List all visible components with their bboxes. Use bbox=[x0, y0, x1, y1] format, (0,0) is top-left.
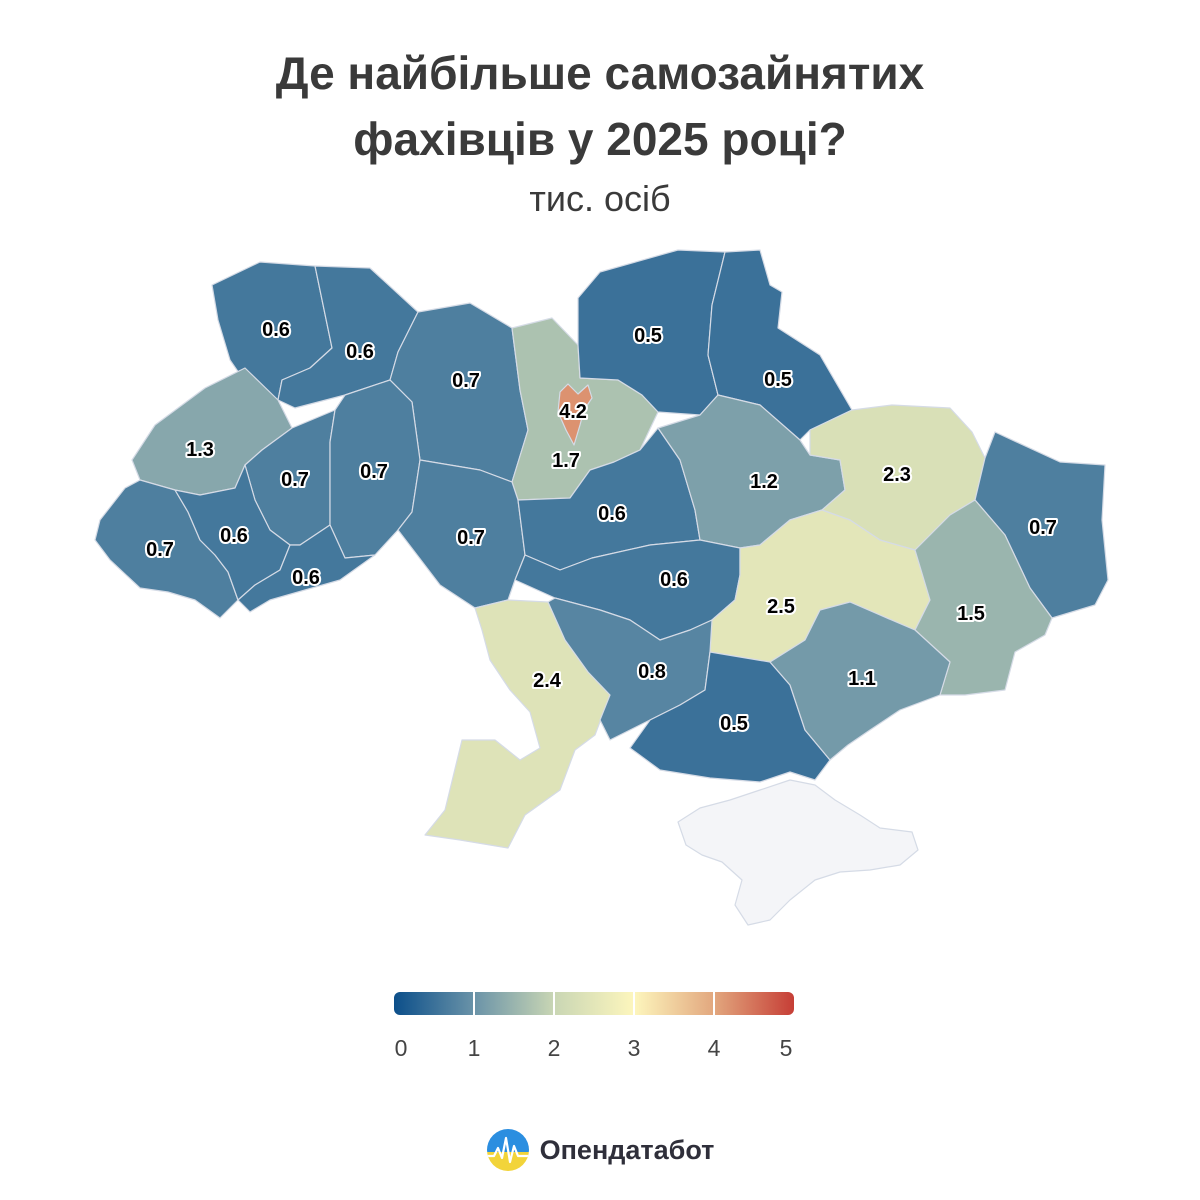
legend-tick: 1 bbox=[468, 1035, 481, 1061]
legend-tick: 4 bbox=[708, 1035, 721, 1061]
regions-layer bbox=[94, 249, 1109, 849]
label-zaporizhzhia: 1.1 bbox=[848, 668, 876, 690]
legend-tick: 2 bbox=[548, 1035, 561, 1061]
legend-tick: 5 bbox=[780, 1035, 793, 1061]
region-rivne bbox=[277, 265, 419, 409]
label-zhytomyr: 0.7 bbox=[452, 370, 480, 392]
label-luhansk: 0.7 bbox=[1029, 517, 1057, 539]
page-subtitle: тис. осіб bbox=[529, 178, 671, 219]
label-volyn: 0.6 bbox=[262, 319, 290, 341]
title-line-2: фахівців у 2025 році? bbox=[353, 113, 847, 165]
brand-name: Опендатабот bbox=[539, 1134, 715, 1165]
label-sumy: 0.5 bbox=[764, 369, 792, 391]
page-title: Де найбільше самозайнятих фахівців у 202… bbox=[0, 40, 1200, 172]
region-vinnytsia bbox=[397, 459, 526, 609]
legend-bar bbox=[394, 992, 794, 1015]
label-chernivtsi: 0.6 bbox=[292, 567, 320, 589]
label-cherkasy: 0.6 bbox=[598, 503, 626, 525]
label-khmelnytskyi: 0.7 bbox=[360, 461, 388, 483]
label-kyiv-oblast: 1.7 bbox=[552, 450, 580, 472]
label-ternopil: 0.7 bbox=[281, 469, 309, 491]
region-crimea bbox=[677, 779, 919, 926]
label-lviv: 1.3 bbox=[186, 439, 214, 461]
label-zakarpattia: 0.7 bbox=[146, 539, 174, 561]
region-chernivtsi bbox=[237, 524, 376, 613]
label-dnipropetrovsk: 2.5 bbox=[767, 596, 795, 618]
label-kharkiv: 2.3 bbox=[883, 464, 911, 486]
label-kyiv-city: 4.2 bbox=[559, 401, 587, 423]
title-line-1: Де найбільше самозайнятих bbox=[275, 47, 925, 99]
label-vinnytsia: 0.7 bbox=[457, 527, 485, 549]
region-labels: 0.6 0.6 0.7 0.5 0.5 4.2 1.7 1.3 0.7 0.7 … bbox=[144, 317, 1059, 737]
brand-logo: Опендатабот bbox=[0, 1128, 1200, 1172]
label-donetsk: 1.5 bbox=[957, 603, 985, 625]
label-mykolaiv: 0.8 bbox=[638, 661, 666, 683]
label-odesa: 2.4 bbox=[533, 670, 562, 692]
label-kherson: 0.5 bbox=[720, 713, 748, 735]
region-zaporizhzhia bbox=[769, 601, 951, 761]
opendatabot-logo-icon bbox=[486, 1129, 529, 1171]
label-rivne: 0.6 bbox=[346, 341, 374, 363]
legend-tick: 0 bbox=[395, 1035, 408, 1061]
label-ivano-frankivsk: 0.6 bbox=[220, 525, 248, 547]
color-legend: 0 1 2 3 4 5 bbox=[394, 992, 794, 1061]
region-kyiv-city bbox=[557, 383, 593, 446]
label-poltava: 1.2 bbox=[750, 471, 778, 493]
legend-tick: 3 bbox=[628, 1035, 641, 1061]
label-kirovohrad: 0.6 bbox=[660, 569, 688, 591]
label-chernihiv: 0.5 bbox=[634, 325, 662, 347]
